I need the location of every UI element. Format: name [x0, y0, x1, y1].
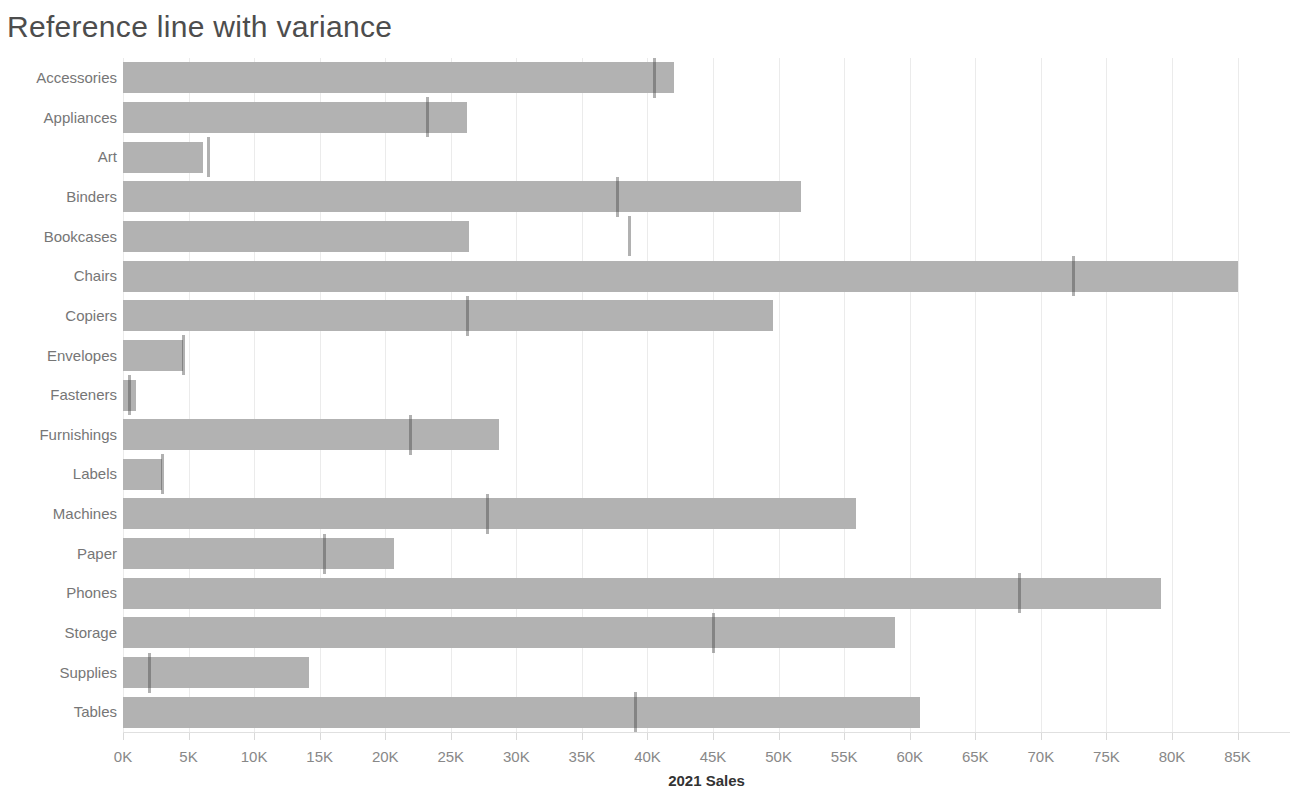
- sales-bar[interactable]: [123, 697, 920, 728]
- reference-line: [486, 494, 489, 534]
- axis-tick-label: 55K: [812, 748, 876, 765]
- reference-line: [1018, 573, 1021, 613]
- reference-line: [426, 97, 429, 137]
- reference-line: [161, 454, 164, 494]
- axis-tick: [254, 733, 255, 740]
- reference-line: [616, 177, 619, 217]
- category-label: Art: [0, 137, 117, 177]
- category-label: Envelopes: [0, 336, 117, 376]
- category-label: Furnishings: [0, 415, 117, 455]
- sales-bar[interactable]: [123, 578, 1161, 609]
- sales-bar[interactable]: [123, 617, 895, 648]
- axis-tick: [516, 733, 517, 740]
- category-axis: AccessoriesAppliancesArtBindersBookcases…: [0, 58, 117, 732]
- axis-tick: [123, 733, 124, 740]
- category-label: Tables: [0, 692, 117, 732]
- axis-tick-label: 30K: [484, 748, 548, 765]
- axis-tick-label: 35K: [550, 748, 614, 765]
- sales-bar[interactable]: [123, 142, 203, 173]
- axis-tick-label: 10K: [222, 748, 286, 765]
- axis-tick: [1041, 733, 1042, 740]
- reference-line: [466, 296, 469, 336]
- category-label: Phones: [0, 573, 117, 613]
- sales-bar[interactable]: [123, 181, 801, 212]
- category-label: Bookcases: [0, 217, 117, 257]
- axis-tick-label: 50K: [747, 748, 811, 765]
- axis-tick-label: 45K: [681, 748, 745, 765]
- category-label: Fasteners: [0, 375, 117, 415]
- axis-tick-label: 20K: [353, 748, 417, 765]
- category-label: Appliances: [0, 98, 117, 138]
- sales-bar[interactable]: [123, 459, 162, 490]
- sales-bar[interactable]: [123, 498, 856, 529]
- sales-bar[interactable]: [123, 419, 499, 450]
- axis-tick-label: 75K: [1074, 748, 1138, 765]
- gridline: [1172, 58, 1173, 732]
- category-label: Storage: [0, 613, 117, 653]
- axis-tick-label: 85K: [1206, 748, 1270, 765]
- axis-tick: [1106, 733, 1107, 740]
- gridline: [1041, 58, 1042, 732]
- category-label: Supplies: [0, 653, 117, 693]
- sales-bar[interactable]: [123, 261, 1238, 292]
- category-label: Chairs: [0, 256, 117, 296]
- category-label: Labels: [0, 454, 117, 494]
- x-axis-title: 2021 Sales: [123, 772, 1290, 789]
- axis-tick-label: 5K: [157, 748, 221, 765]
- axis-tick-label: 15K: [288, 748, 352, 765]
- plot-area: 0K5K10K15K20K25K30K35K40K45K50K55K60K65K…: [123, 58, 1290, 733]
- axis-tick: [320, 733, 321, 740]
- axis-tick: [779, 733, 780, 740]
- reference-line: [323, 534, 326, 574]
- reference-line: [409, 415, 412, 455]
- sales-bar[interactable]: [123, 300, 773, 331]
- axis-tick-label: 60K: [878, 748, 942, 765]
- axis-tick-label: 70K: [1009, 748, 1073, 765]
- sales-bar[interactable]: [123, 657, 309, 688]
- axis-tick: [189, 733, 190, 740]
- axis-tick: [1238, 733, 1239, 740]
- axis-tick-label: 80K: [1140, 748, 1204, 765]
- reference-line: [634, 692, 637, 732]
- chart-title: Reference line with variance: [7, 10, 392, 44]
- gridline: [1106, 58, 1107, 732]
- axis-tick-label: 65K: [943, 748, 1007, 765]
- gridline: [975, 58, 976, 732]
- axis-tick: [713, 733, 714, 740]
- reference-line: [712, 613, 715, 653]
- gridline: [1238, 58, 1239, 732]
- chart-container: Reference line with variance Accessories…: [0, 0, 1293, 799]
- axis-tick: [582, 733, 583, 740]
- axis-tick: [975, 733, 976, 740]
- reference-line: [207, 137, 210, 177]
- axis-tick: [844, 733, 845, 740]
- sales-bar[interactable]: [123, 340, 183, 371]
- reference-line: [182, 335, 185, 375]
- sales-bar[interactable]: [123, 102, 467, 133]
- reference-line: [128, 375, 131, 415]
- axis-tick: [1172, 733, 1173, 740]
- reference-line: [628, 216, 631, 256]
- sales-bar[interactable]: [123, 62, 674, 93]
- axis-tick: [385, 733, 386, 740]
- axis-tick: [451, 733, 452, 740]
- gridline: [910, 58, 911, 732]
- reference-line: [1072, 256, 1075, 296]
- reference-line: [653, 58, 656, 98]
- axis-tick-label: 25K: [419, 748, 483, 765]
- axis-tick-label: 40K: [615, 748, 679, 765]
- reference-line: [148, 653, 151, 693]
- category-label: Accessories: [0, 58, 117, 98]
- sales-bar[interactable]: [123, 221, 469, 252]
- category-label: Paper: [0, 534, 117, 574]
- axis-tick: [910, 733, 911, 740]
- sales-bar[interactable]: [123, 538, 394, 569]
- category-label: Binders: [0, 177, 117, 217]
- axis-tick: [647, 733, 648, 740]
- axis-tick-label: 0K: [91, 748, 155, 765]
- category-label: Machines: [0, 494, 117, 534]
- category-label: Copiers: [0, 296, 117, 336]
